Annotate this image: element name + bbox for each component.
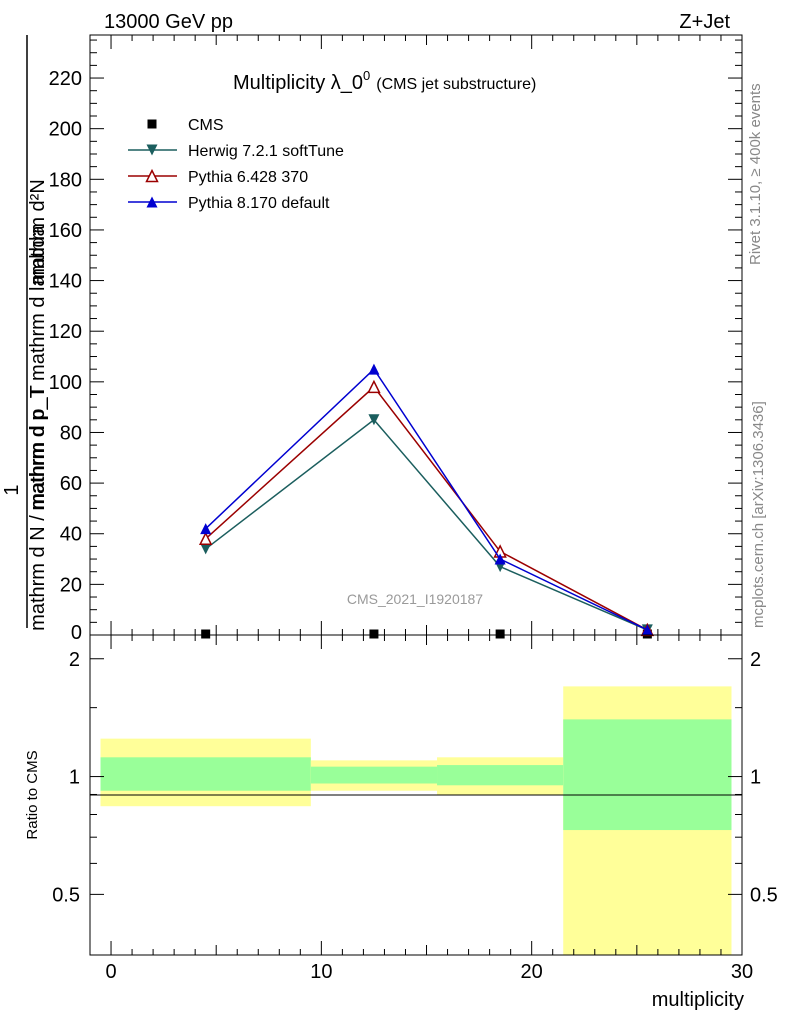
energy-label: 13000 GeV pp bbox=[104, 11, 233, 33]
ratio-xtick-label: 30 bbox=[731, 961, 753, 983]
chart-subtitle: (CMS jet substructure) bbox=[376, 76, 536, 93]
legend-label: Herwig 7.2.1 softTune bbox=[188, 143, 344, 160]
main-ytick-label: 80 bbox=[60, 422, 82, 444]
ratio-xtick-label: 20 bbox=[521, 961, 543, 983]
ratio-ytick-label-right: 0.5 bbox=[750, 884, 778, 906]
main-y-label: mathrm d²N mathrm d p_T mathrm d lambda … bbox=[1, 35, 49, 631]
rivet-version-label: Rivet 3.1.10, ≥ 400k events bbox=[747, 83, 764, 265]
main-ytick-label: 60 bbox=[60, 473, 82, 495]
legend-label: CMS bbox=[188, 117, 224, 134]
data-point-2 bbox=[367, 379, 381, 394]
ratio-xtick-label: 0 bbox=[105, 961, 116, 983]
ratio-y-axis: 0.5 0.5 1 1 2 2 bbox=[52, 649, 778, 907]
data-point-1 bbox=[368, 414, 380, 426]
chart-title-main: Multiplicity λ_0 bbox=[233, 72, 363, 94]
mcplots-label: mcplots.cern.ch [arXiv:1306.3436] bbox=[750, 401, 767, 628]
data-point-3 bbox=[494, 553, 506, 565]
legend-marker bbox=[147, 119, 157, 129]
x-axis-label: multiplicity bbox=[652, 989, 744, 1011]
data-point-3 bbox=[200, 523, 212, 535]
ylabel-numerator: mathrm d²N bbox=[27, 179, 49, 285]
analysis-watermark: CMS_2021_I1920187 bbox=[347, 591, 483, 607]
legend-marker bbox=[146, 144, 158, 156]
data-point-3 bbox=[641, 624, 653, 636]
ratio-ytick-label: 0.5 bbox=[52, 884, 80, 906]
main-ytick-label: 160 bbox=[49, 220, 82, 242]
legend: CMS Herwig 7.2.1 softTune Pythia 6.428 370… bbox=[128, 117, 344, 212]
data-point-0 bbox=[495, 629, 505, 639]
ratio-band-green bbox=[437, 765, 564, 786]
series-line-2 bbox=[205, 385, 648, 631]
chart-title: Multiplicity λ_00 (CMS jet substructure) bbox=[233, 68, 536, 94]
ratio-plot-frame bbox=[89, 634, 743, 956]
data-point-2 bbox=[198, 531, 213, 546]
chart-title-sup: 0 bbox=[363, 68, 370, 83]
main-ytick-label: 140 bbox=[49, 271, 82, 293]
ratio-band-green bbox=[563, 719, 732, 831]
ratio-ytick-label: 1 bbox=[69, 767, 80, 789]
legend-marker bbox=[145, 168, 159, 183]
main-y-axis: 20 40 60 80 100 120 140 160 180 200 220 0 bbox=[49, 39, 742, 644]
ylabel-frac1-num: 1 bbox=[1, 484, 23, 495]
main-ytick-label: 20 bbox=[60, 574, 82, 596]
main-ytick-label-zero: 0 bbox=[71, 622, 82, 644]
ratio-band-green bbox=[310, 766, 438, 784]
series-layer bbox=[198, 363, 655, 639]
ratio-band-green bbox=[100, 757, 311, 791]
main-ytick-label: 100 bbox=[49, 372, 82, 394]
ratio-ytick-label-right: 1 bbox=[750, 767, 761, 789]
data-point-3 bbox=[368, 363, 380, 375]
main-ytick-label: 120 bbox=[49, 321, 82, 343]
legend-label: Pythia 6.428 370 bbox=[188, 169, 308, 186]
ylabel-frac2: mathrm d p_T mathrm d lambda bbox=[27, 224, 49, 510]
ratio-ytick-label-right: 2 bbox=[750, 649, 761, 671]
main-ytick-label: 40 bbox=[60, 524, 82, 546]
ratio-ytick-label: 2 bbox=[69, 649, 80, 671]
series-line-1 bbox=[205, 418, 648, 631]
main-x-ticks bbox=[110, 35, 743, 635]
data-point-0 bbox=[369, 629, 379, 639]
ylabel-frac1-den: mathrm d N / mathrm d p_T bbox=[27, 385, 49, 631]
ratio-x-axis: 0 10 20 30 bbox=[105, 635, 753, 983]
series-line-3 bbox=[205, 368, 648, 631]
legend-label: Pythia 8.170 default bbox=[188, 195, 330, 212]
data-point-0 bbox=[201, 629, 211, 639]
ratio-xtick-label: 10 bbox=[310, 961, 332, 983]
ratio-y-label: Ratio to CMS bbox=[24, 750, 41, 839]
data-point-1 bbox=[200, 543, 212, 555]
main-ytick-label: 220 bbox=[49, 68, 82, 90]
process-label: Z+Jet bbox=[679, 11, 730, 33]
legend-marker bbox=[146, 196, 158, 208]
ratio-bands bbox=[100, 686, 732, 955]
main-ytick-label: 180 bbox=[49, 169, 82, 191]
main-ytick-label: 200 bbox=[49, 119, 82, 141]
